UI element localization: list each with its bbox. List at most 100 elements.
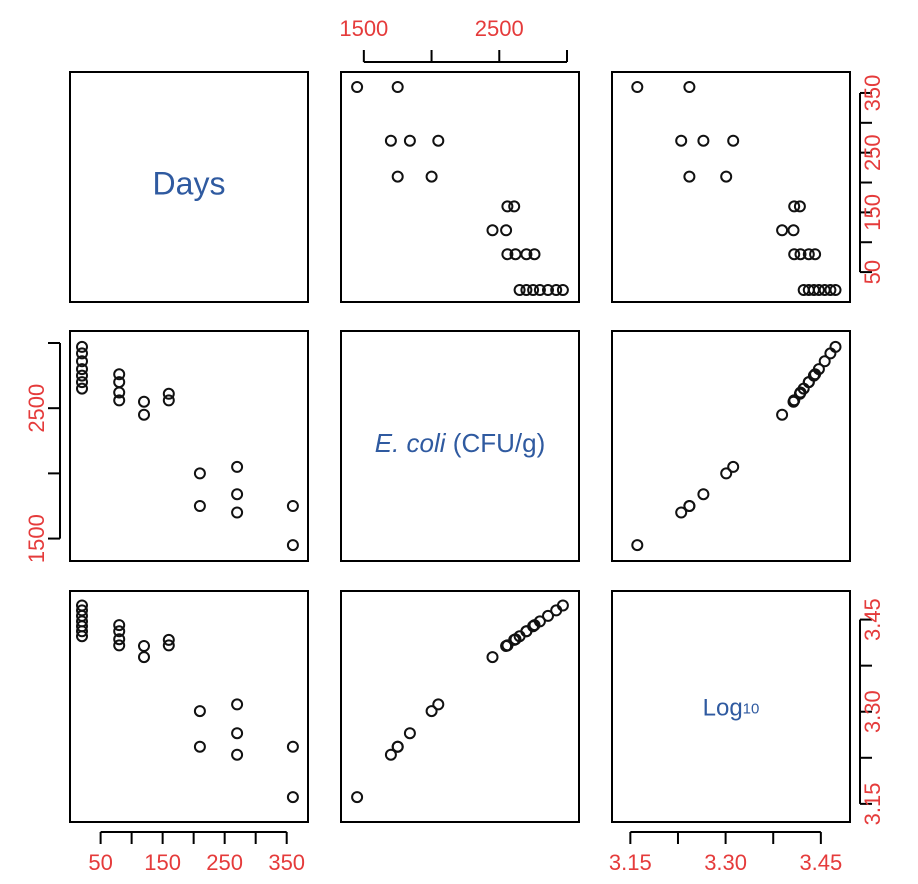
- tick-label-right-log10-0: 3.15: [860, 782, 885, 825]
- tick-label-bottom-log10-2: 3.45: [799, 850, 842, 875]
- point-ecoli-vs-days-7: [113, 394, 126, 407]
- point-log10-vs-days-20: [286, 791, 299, 804]
- point-log10-vs-days-15: [193, 740, 206, 753]
- diagonal-label-days: Days: [153, 165, 226, 201]
- point-days-vs-ecoli-0: [513, 284, 526, 296]
- panel-frame-days-days: [69, 71, 309, 303]
- tick-label-right-days-0: 50: [860, 260, 885, 284]
- panel-frame-log10-ecoli: [340, 590, 580, 823]
- point-ecoli-vs-days-15: [193, 500, 206, 512]
- point-days-vs-log10-11: [776, 224, 789, 237]
- point-log10-vs-days-10: [113, 619, 126, 632]
- point-log10-vs-days-7: [113, 639, 126, 652]
- point-log10-vs-ecoli-17: [384, 748, 397, 761]
- point-ecoli-vs-days-3: [76, 363, 88, 376]
- point-days-vs-ecoli-16: [425, 170, 438, 183]
- point-days-vs-log10-7: [788, 248, 801, 261]
- point-ecoli-vs-log10-19: [727, 460, 740, 473]
- point-ecoli-vs-days-20: [286, 539, 299, 552]
- point-days-vs-ecoli-6: [556, 284, 569, 296]
- panel-frame-days-log10: [611, 71, 851, 303]
- point-log10-vs-days-21: [286, 740, 299, 753]
- point-ecoli-vs-days-6: [76, 340, 88, 353]
- point-ecoli-vs-days-14: [162, 387, 175, 400]
- point-days-vs-ecoli-19: [432, 134, 445, 147]
- point-ecoli-vs-days-11: [138, 408, 150, 421]
- point-ecoli-vs-days-16: [193, 467, 206, 480]
- tick-label-right-days-2: 250: [860, 134, 885, 171]
- point-log10-vs-ecoli-4: [542, 609, 554, 622]
- point-days-vs-ecoli-3: [533, 284, 546, 296]
- tick-label-right-days-3: 350: [860, 75, 885, 112]
- point-days-vs-log10-13: [788, 200, 801, 213]
- panel-frame-ecoli-ecoli: [340, 330, 580, 562]
- point-log10-vs-days-6: [76, 599, 88, 612]
- tick-label-top-ecoli-0: 1500: [339, 16, 388, 41]
- point-days-vs-ecoli-4: [542, 284, 554, 296]
- point-days-vs-ecoli-11: [486, 224, 499, 237]
- tick-label-bottom-days-3: 350: [268, 850, 305, 875]
- diagonal-label-main: Log: [703, 695, 743, 722]
- point-days-vs-ecoli-9: [520, 248, 533, 261]
- panel-frame-log10-log10: [611, 590, 851, 823]
- point-ecoli-vs-days-13: [162, 394, 175, 407]
- point-days-vs-ecoli-7: [501, 248, 514, 261]
- point-log10-vs-days-17: [231, 748, 244, 761]
- point-log10-vs-days-13: [162, 639, 175, 652]
- point-log10-vs-ecoli-11: [486, 651, 499, 664]
- point-days-vs-log10-6: [829, 284, 842, 296]
- point-days-vs-log10-8: [794, 248, 807, 261]
- point-days-vs-ecoli-5: [550, 284, 563, 296]
- tick-label-left-ecoli-1: 2500: [24, 384, 49, 433]
- point-ecoli-vs-log10-10: [809, 368, 822, 381]
- point-ecoli-vs-days-19: [231, 460, 244, 473]
- point-log10-vs-ecoli-21: [391, 740, 404, 753]
- point-days-vs-ecoli-17: [384, 134, 397, 147]
- point-log10-vs-days-11: [138, 651, 150, 664]
- point-ecoli-vs-log10-17: [675, 506, 688, 519]
- point-log10-vs-days-16: [193, 705, 206, 718]
- point-days-vs-ecoli-15: [391, 170, 404, 183]
- point-ecoli-vs-days-18: [231, 488, 244, 501]
- point-days-vs-log10-5: [824, 284, 837, 296]
- point-ecoli-vs-log10-6: [829, 340, 842, 353]
- point-days-vs-ecoli-21: [391, 81, 404, 93]
- point-log10-vs-ecoli-10: [528, 619, 541, 632]
- point-days-vs-log10-14: [793, 200, 806, 213]
- point-days-vs-ecoli-18: [403, 134, 416, 147]
- tick-label-bottom-log10-1: 3.30: [704, 850, 747, 875]
- point-ecoli-vs-days-9: [113, 376, 126, 389]
- point-days-vs-log10-16: [720, 170, 733, 183]
- point-ecoli-vs-days-10: [113, 368, 126, 381]
- point-days-vs-log10-18: [697, 134, 710, 147]
- diagonal-label-italic: E. coli: [375, 428, 447, 458]
- point-log10-vs-ecoli-20: [351, 791, 364, 804]
- point-log10-vs-ecoli-6: [556, 599, 569, 612]
- point-ecoli-vs-days-21: [286, 500, 299, 512]
- point-days-vs-ecoli-20: [351, 81, 364, 93]
- tick-label-left-ecoli-0: 1500: [24, 514, 49, 563]
- panel-frame-log10-days: [69, 590, 309, 823]
- point-log10-vs-days-19: [231, 698, 244, 711]
- point-days-vs-ecoli-14: [508, 200, 521, 213]
- point-log10-vs-ecoli-18: [403, 727, 416, 740]
- diagonal-label-log10: Log10: [703, 695, 760, 722]
- tick-label-right-days-1: 150: [860, 194, 885, 231]
- point-ecoli-vs-log10-16: [720, 467, 733, 480]
- tick-label-top-ecoli-1: 2500: [475, 16, 524, 41]
- point-ecoli-vs-days-12: [138, 395, 150, 408]
- point-days-vs-ecoli-13: [501, 200, 514, 213]
- point-days-vs-log10-15: [683, 170, 696, 183]
- point-days-vs-log10-21: [683, 81, 696, 93]
- tick-label-bottom-days-2: 250: [206, 850, 243, 875]
- point-ecoli-vs-log10-4: [818, 355, 831, 368]
- point-ecoli-vs-log10-9: [802, 376, 815, 389]
- point-log10-vs-days-18: [231, 727, 244, 740]
- point-ecoli-vs-days-5: [76, 347, 88, 360]
- point-days-vs-log10-12: [787, 224, 800, 237]
- point-days-vs-log10-3: [812, 284, 825, 296]
- point-days-vs-ecoli-1: [520, 284, 533, 296]
- point-ecoli-vs-days-17: [231, 506, 244, 519]
- diagonal-label-ecoli: E. coli (CFU/g): [375, 428, 545, 458]
